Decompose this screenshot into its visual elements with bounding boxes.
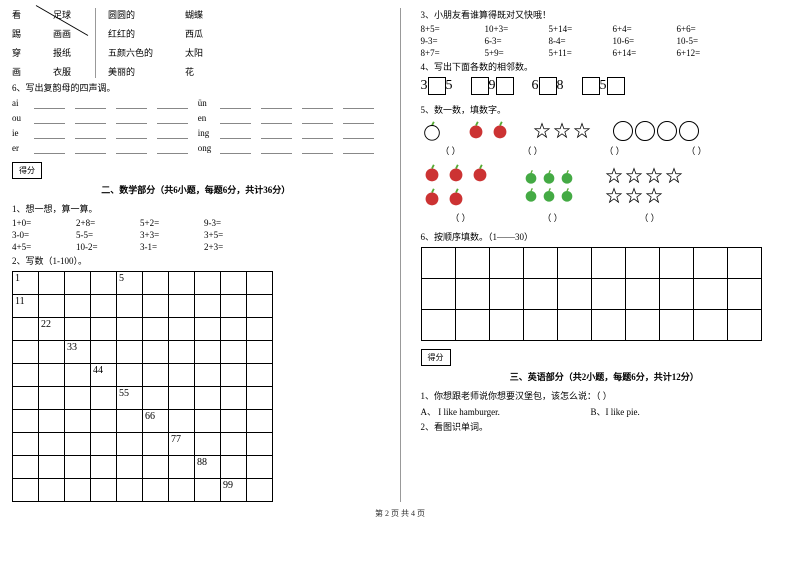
match2-l-2: 五颜六色的	[108, 46, 153, 59]
neighbor-row: 35 9 68 5	[421, 77, 789, 95]
match2-r-3: 花	[185, 65, 203, 78]
match-r-3: 衣服	[53, 65, 71, 78]
match2-l-1: 红红的	[108, 27, 153, 40]
page-footer: 第 2 页 共 4 页	[12, 508, 788, 519]
q1-math: 1、想一想，算一算。	[12, 202, 380, 215]
match2-r-1: 西瓜	[185, 27, 203, 40]
q5-right: 5、数一数，填数字。	[421, 103, 789, 116]
e1-opt-b: B、I like pie.	[591, 405, 640, 418]
count-row-1	[421, 120, 789, 142]
score-box-left: 得分	[12, 162, 42, 179]
q2-grid: 2、写数（1-100）。	[12, 254, 380, 267]
match2-r-2: 太阳	[185, 46, 203, 59]
match-l-2: 穿	[12, 46, 21, 59]
pinyin-block: aiün ouen ieing erong	[12, 98, 380, 154]
match2-l-0: 圆圆的	[108, 8, 153, 21]
q6-left: 6、写出复韵母的四声调。	[12, 81, 380, 94]
match2-l-3: 美丽的	[108, 65, 153, 78]
match-r-2: 报纸	[53, 46, 71, 59]
e1: 1、你想跟老师说你想要汉堡包，该怎么说：（ ）	[421, 389, 789, 402]
section-2-title: 二、数学部分（共6小题，每题6分，共计36分）	[12, 183, 380, 196]
q4-right: 4、写出下面各数的相邻数。	[421, 60, 789, 73]
q3-right: 3、小朋友看谁算得既对又快哦！	[421, 8, 789, 21]
match2-r-0: 蝴蝶	[185, 8, 203, 21]
q6-right: 6、按顺序填数。（1——30）	[421, 230, 789, 243]
e1-opt-a: A、 I like hamburger.	[421, 405, 571, 418]
e2: 2、看图识单词。	[421, 420, 789, 433]
number-grid-100: 15 11 22 33 44 55 66 77 88 99	[12, 271, 273, 502]
count-row-2	[421, 163, 789, 209]
grid-30	[421, 247, 762, 341]
match-l-0: 看	[12, 8, 21, 21]
match-l-3: 画	[12, 65, 21, 78]
match-r-1: 画画	[53, 27, 71, 40]
section-3-title: 三、英语部分（共2小题，每题6分，共计12分）	[421, 370, 789, 383]
match-l-1: 踢	[12, 27, 21, 40]
score-box-right: 得分	[421, 349, 451, 366]
